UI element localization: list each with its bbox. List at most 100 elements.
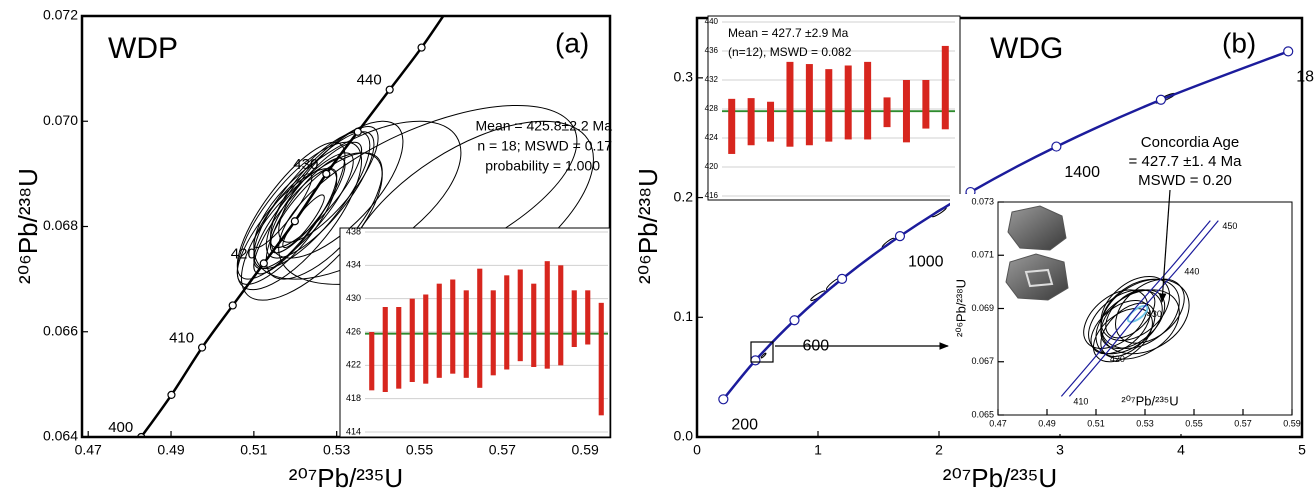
x-tick-label: 0 <box>693 442 701 458</box>
x-tick-label: 0.49 <box>1038 418 1056 428</box>
age-bar <box>490 290 496 376</box>
inset-background <box>707 15 961 201</box>
age-bar <box>728 98 736 154</box>
age-bar <box>369 332 375 391</box>
decorations <box>750 189 1171 363</box>
error-ellipse <box>760 352 767 359</box>
annotation: MSWD = 0.20 <box>1138 172 1232 189</box>
plot-frame <box>997 201 1293 416</box>
error-ellipse <box>1105 289 1156 339</box>
age-bar <box>531 283 537 367</box>
age-label: 410 <box>169 330 194 347</box>
annotation: probability = 1.000 <box>485 158 600 174</box>
x-tick-label: 0.49 <box>157 442 184 458</box>
y-axis-label: ²⁰⁶Pb/²³⁸U <box>953 279 968 337</box>
x-axis-label: ²⁰⁷Pb/²³⁵U <box>289 463 403 493</box>
error-ellipse <box>236 141 346 280</box>
zircon-zoning <box>1024 268 1054 288</box>
age-bar <box>767 101 775 142</box>
concordia-curve <box>1060 220 1211 397</box>
y-tick-label: 420 <box>705 162 719 171</box>
age-marker <box>1283 46 1294 57</box>
y-tick-label: 0.0 <box>674 428 694 444</box>
x-tick-label: 0.47 <box>989 418 1007 428</box>
age-bar <box>504 275 510 370</box>
x-tick-label: 0.59 <box>1283 418 1301 428</box>
annotation: (n=12), MSWD = 0.082 <box>728 45 852 59</box>
concordia-chart: 0.47 0.49 0.51 0.53 0.55 0.57 0.59 0.065 0.067 0.… <box>950 194 1301 434</box>
age-marker <box>1051 141 1062 152</box>
annotation: Concordia Age <box>1141 134 1239 151</box>
age-ellipse <box>1126 304 1149 323</box>
age-marker <box>259 259 268 268</box>
panel-name: WDP <box>108 32 178 65</box>
y-tick-label: 0.073 <box>971 196 994 206</box>
weighted-mean-chart: 414 418 422 426 430 434 438 <box>339 226 611 438</box>
age-marker <box>167 390 176 399</box>
annotation: Mean = 425.8±2.2 Ma <box>476 118 613 134</box>
y-tick-label: 432 <box>705 75 719 84</box>
age-label: 410 <box>1073 397 1088 407</box>
error-ellipse <box>1083 289 1148 349</box>
age-bar <box>902 80 910 143</box>
plot-frame <box>695 16 1304 439</box>
age-bar <box>786 61 794 147</box>
y-tick-label: 440 <box>705 17 719 26</box>
age-marker <box>197 343 207 352</box>
age-bar <box>585 290 591 345</box>
zircon-image <box>1005 253 1069 301</box>
x-tick-label: 0.53 <box>1136 418 1154 428</box>
age-bar <box>463 290 469 378</box>
y-tick-label: 438 <box>346 226 361 236</box>
age-marker <box>894 231 906 242</box>
y-tick-label: 430 <box>346 293 361 303</box>
age-label: 440 <box>357 72 382 89</box>
y-tick-label: 436 <box>705 46 719 55</box>
y-tick-label: 0.066 <box>43 322 78 338</box>
inset-background <box>950 194 1300 434</box>
y-tick-label: 0.064 <box>43 428 78 444</box>
age-label: 420 <box>1110 354 1125 364</box>
concordia-curve <box>1068 220 1219 397</box>
x-tick-label: 0.59 <box>572 442 599 458</box>
age-bar <box>544 261 550 369</box>
zoom-box <box>750 341 774 363</box>
age-label: 200 <box>731 417 758 434</box>
concordia-chart: 0.47 0.49 0.51 0.53 0.55 0.57 0.59 0.064 0.066 0.… <box>13 7 613 493</box>
age-bar <box>517 269 523 362</box>
age-label: 420 <box>231 245 256 262</box>
age-label: 430 <box>293 156 318 173</box>
age-marker <box>789 315 800 326</box>
y-tick-label: 0.071 <box>971 250 994 260</box>
x-tick-label: 0.55 <box>406 442 433 458</box>
error-ellipse <box>236 141 363 291</box>
error-ellipse <box>269 120 404 259</box>
error-ellipse <box>1095 289 1180 360</box>
plot-area <box>137 16 594 437</box>
age-bar <box>864 61 872 140</box>
age-bar <box>922 80 930 129</box>
x-tick-label: 3 <box>1056 442 1064 458</box>
annotation: Mean = 427.7 ±2.9 Ma <box>728 26 849 40</box>
x-tick-label: 0.57 <box>489 442 516 458</box>
age-bar <box>844 65 852 140</box>
panel-name: WDG <box>990 32 1063 65</box>
x-tick-label: 0.51 <box>1087 418 1105 428</box>
y-tick-label: 426 <box>346 326 361 336</box>
x-axis-label: ²⁰⁷Pb/²³⁵U <box>943 463 1057 493</box>
y-tick-label: 0.069 <box>971 303 994 313</box>
x-tick-label: 1 <box>814 442 822 458</box>
age-marker <box>750 355 761 366</box>
age-bar <box>382 307 388 392</box>
error-ellipse <box>269 141 363 249</box>
y-axis-label: ²⁰⁶Pb/²³⁸U <box>633 168 663 284</box>
age-marker <box>836 273 848 284</box>
plot-area <box>1060 220 1219 397</box>
age-bar <box>598 302 604 416</box>
panel-label: (a) <box>555 27 589 58</box>
age-label: 1800 <box>1296 69 1314 86</box>
error-ellipse <box>1100 278 1190 355</box>
concordia-chart: 0123450.00.10.20.3200600100014001800WDG(… <box>633 16 1314 493</box>
annotation: n = 18; MSWD = 0.17 <box>477 138 612 154</box>
